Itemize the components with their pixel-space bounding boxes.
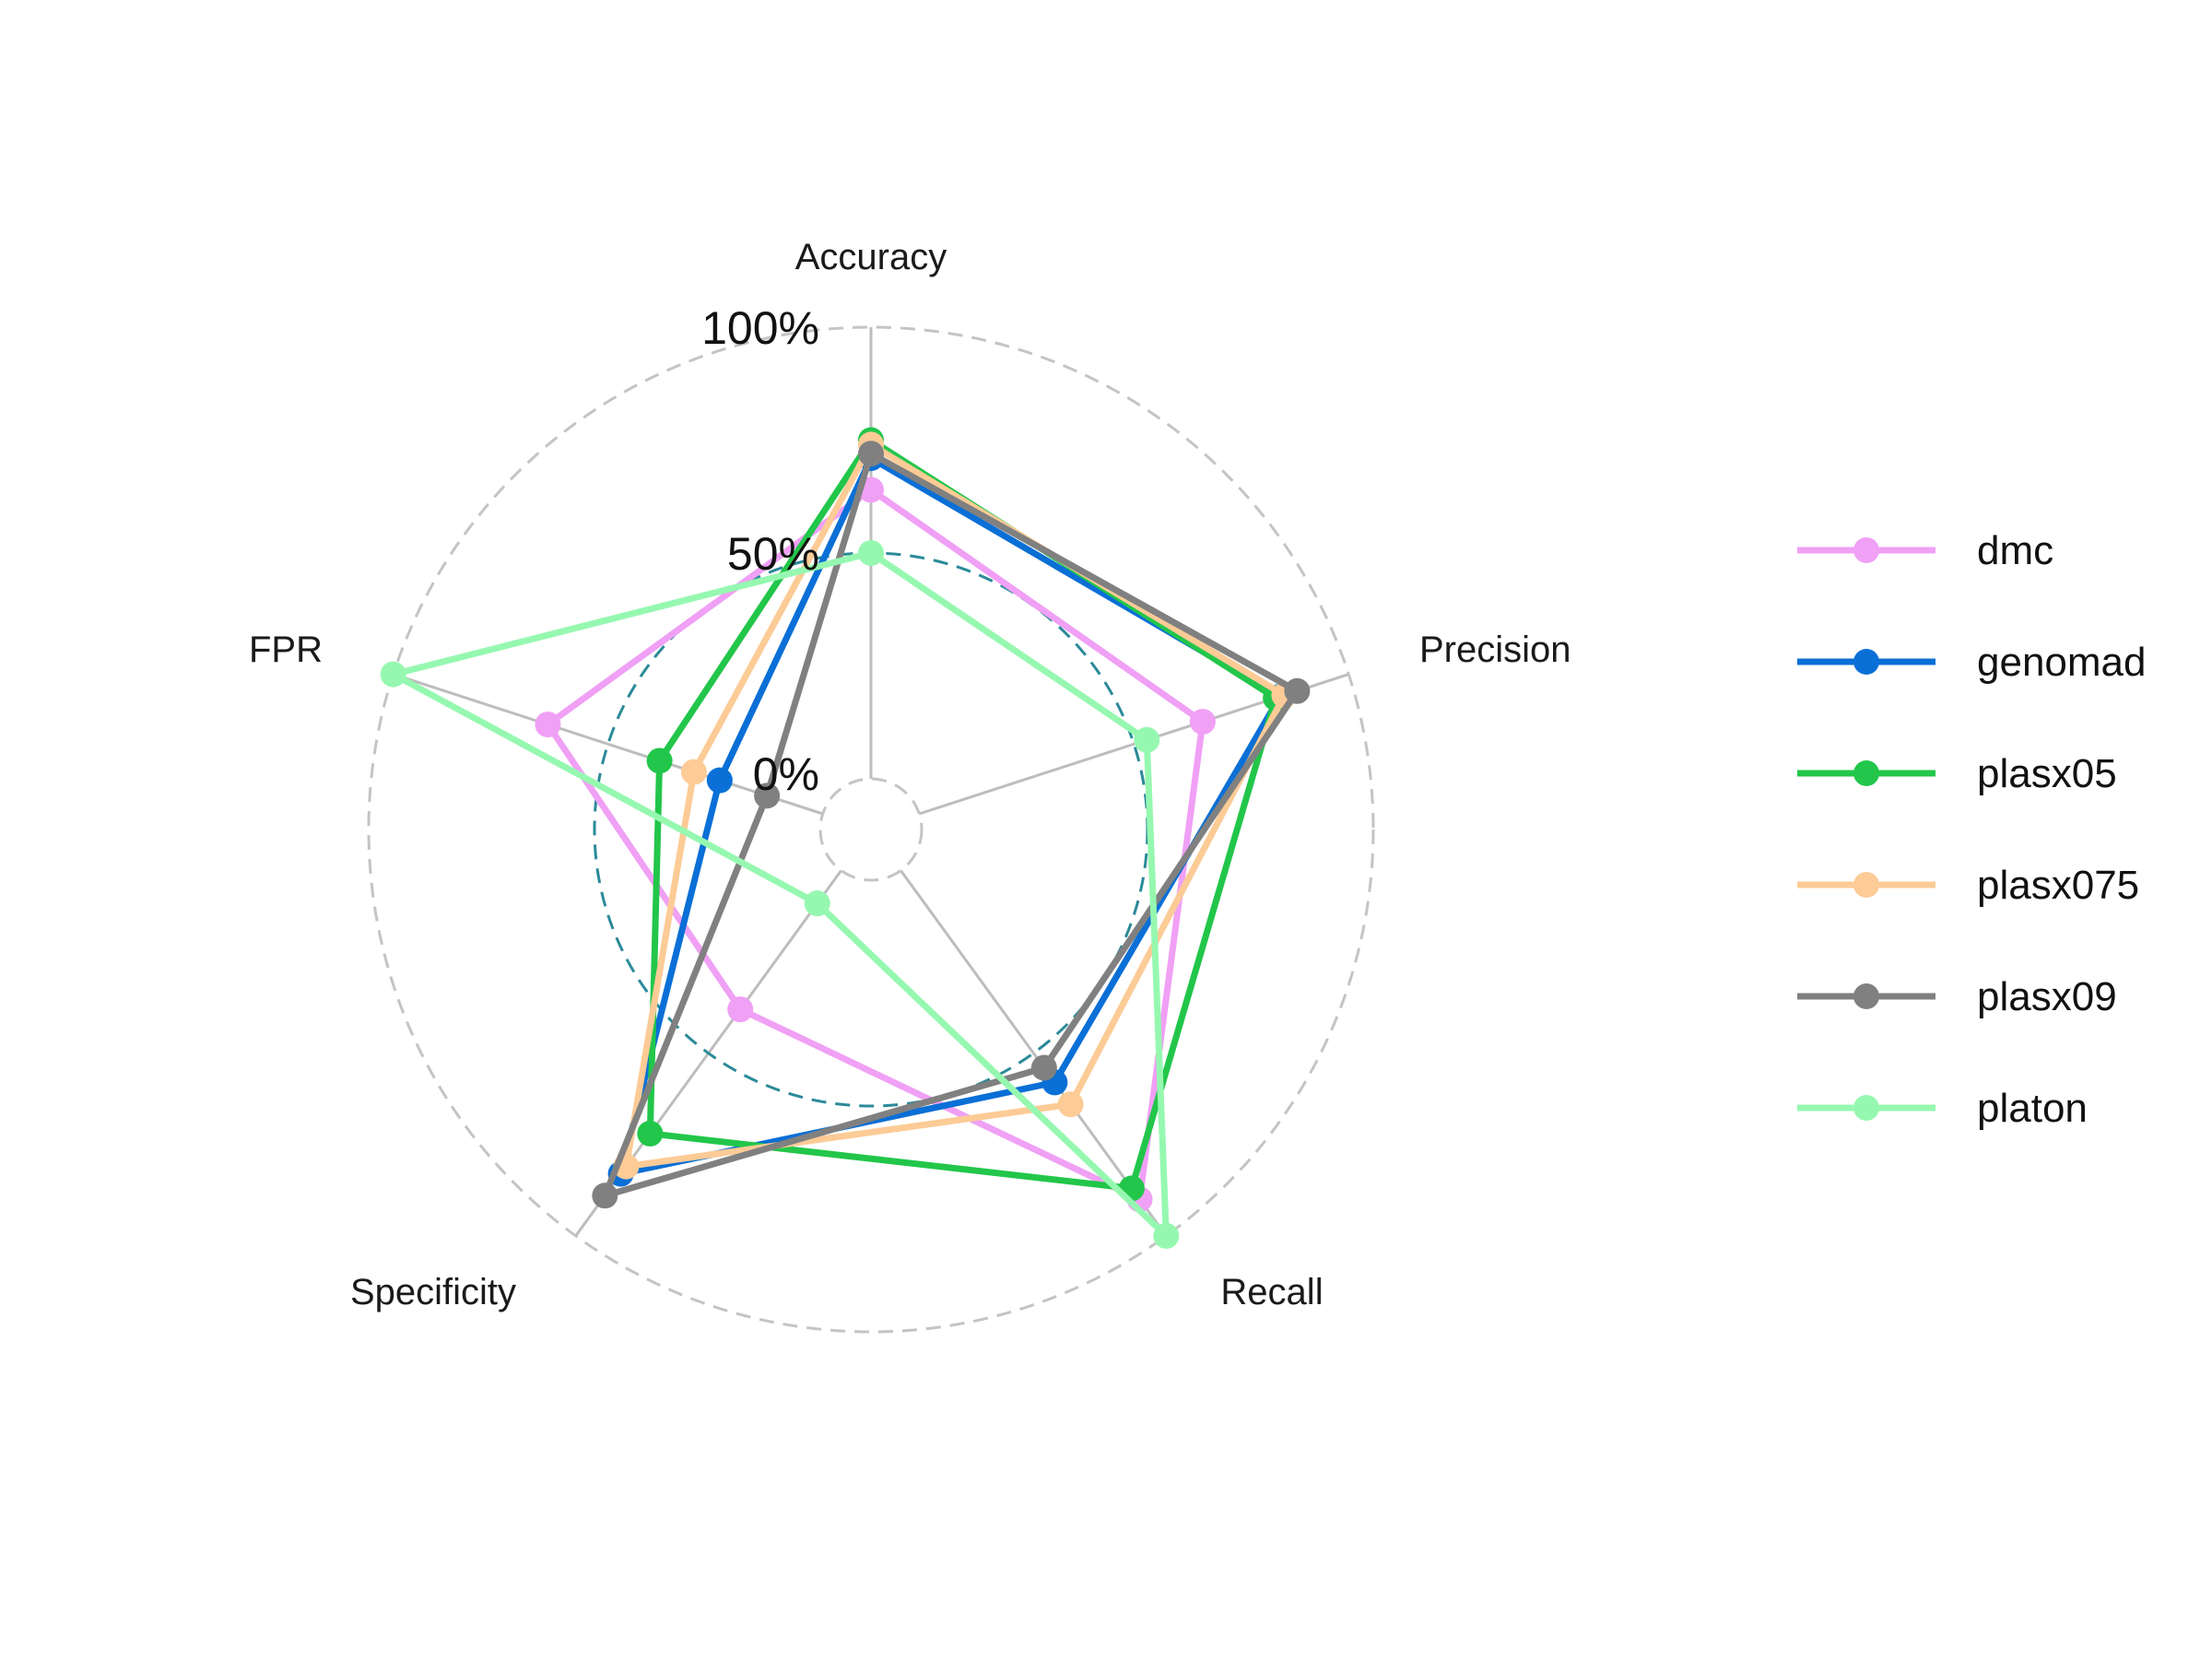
legend-item-platon: platon xyxy=(1797,1086,2088,1131)
point-plasx05-fpr xyxy=(646,747,673,774)
legend-swatch-marker-platon xyxy=(1853,1095,1879,1121)
legend-label-plasx075: plasx075 xyxy=(1977,863,2139,908)
legend-item-plasx09: plasx09 xyxy=(1797,974,2117,1019)
legend-item-plasx075: plasx075 xyxy=(1797,863,2139,908)
grid-circle-100 xyxy=(367,325,1375,1334)
legend-label-plasx05: plasx05 xyxy=(1977,751,2117,796)
point-platon-precision xyxy=(1134,726,1160,753)
point-plasx075-fpr xyxy=(680,759,707,785)
grid-label-0pct: 0% xyxy=(753,748,819,800)
axis-label-recall: Recall xyxy=(1220,1272,1323,1312)
point-dmc-specificity xyxy=(727,996,754,1023)
legend-swatch-marker-plasx09 xyxy=(1853,983,1879,1009)
legend-item-plasx05: plasx05 xyxy=(1797,751,2117,796)
spoke-recall xyxy=(900,869,1168,1237)
grid-label-100pct: 100% xyxy=(701,302,819,354)
radar-series xyxy=(380,427,1311,1249)
legend-item-dmc: dmc xyxy=(1797,528,2053,573)
point-dmc-precision xyxy=(1189,709,1216,735)
legend-swatch-marker-plasx075 xyxy=(1853,872,1879,898)
series-line-plasx075 xyxy=(622,441,1288,1171)
spoke-fpr xyxy=(393,673,824,816)
point-plasx09-fpr xyxy=(754,782,781,809)
grid-label-50pct: 50% xyxy=(727,528,819,580)
point-platon-specificity xyxy=(804,890,830,917)
radar-labels: 0% 50% 100% Accuracy Precision Recall Specific… xyxy=(249,237,1571,1312)
series-line-platon xyxy=(390,549,1170,1240)
legend-label-platon: platon xyxy=(1977,1086,2088,1131)
legend: dmc genomad plasx05 plasx075 plasx09 platon xyxy=(1797,528,2146,1131)
legend-item-genomad: genomad xyxy=(1797,640,2146,685)
legend-swatch-marker-dmc xyxy=(1853,537,1879,563)
point-platon-fpr xyxy=(380,661,406,688)
legend-swatch-marker-genomad xyxy=(1853,649,1879,675)
legend-swatch-marker-plasx05 xyxy=(1853,760,1879,786)
point-plasx075-recall xyxy=(1057,1091,1084,1118)
axis-label-precision: Precision xyxy=(1419,629,1571,670)
axis-label-specificity: Specificity xyxy=(350,1272,516,1312)
grid-circle-0 xyxy=(818,777,924,882)
point-platon-accuracy xyxy=(858,540,884,566)
legend-label-dmc: dmc xyxy=(1977,528,2053,573)
point-plasx05-specificity xyxy=(637,1120,664,1147)
point-plasx09-specificity xyxy=(592,1182,618,1209)
point-platon-recall xyxy=(1153,1222,1180,1249)
point-plasx09-recall xyxy=(1030,1054,1057,1081)
point-plasx09-precision xyxy=(1284,677,1311,704)
axis-label-accuracy: Accuracy xyxy=(795,237,947,277)
series-line-plasx05 xyxy=(646,437,1279,1192)
series-line-plasx09 xyxy=(601,450,1300,1199)
point-dmc-fpr xyxy=(535,712,561,738)
legend-label-plasx09: plasx09 xyxy=(1977,974,2117,1019)
point-plasx09-accuracy xyxy=(858,441,884,467)
legend-label-genomad: genomad xyxy=(1977,640,2146,685)
axis-label-fpr: FPR xyxy=(249,629,323,670)
series-line-genomad xyxy=(618,454,1284,1177)
point-genomad-fpr xyxy=(706,767,733,794)
